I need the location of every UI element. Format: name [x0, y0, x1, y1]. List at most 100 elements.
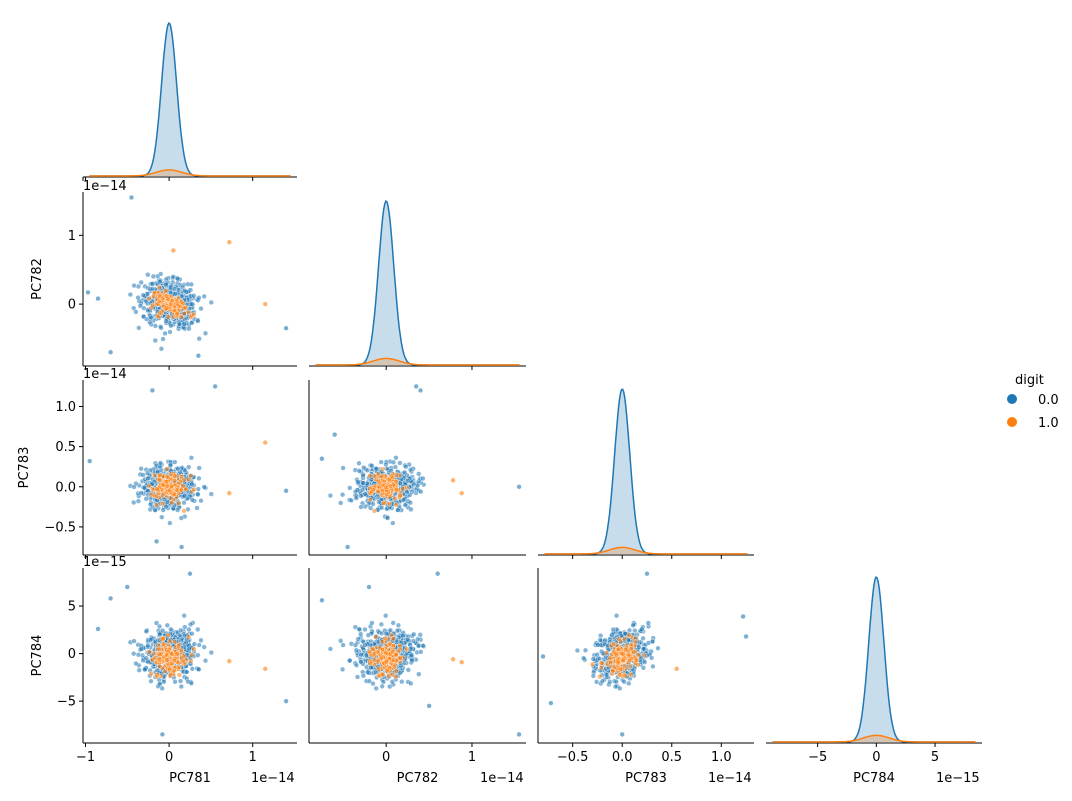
scatter-point-1.0	[641, 652, 647, 659]
scatter-point-1.0	[616, 646, 622, 652]
scatter-point-0.0	[360, 472, 366, 479]
scatter-point-0.0	[131, 283, 137, 289]
scatter-point-0.0	[408, 467, 414, 473]
scatter-point-1.0	[169, 500, 175, 506]
scatter-point-0.0	[172, 679, 178, 685]
scatter-point-0.0	[138, 490, 144, 496]
scatter-point-0.0	[196, 666, 202, 673]
scatter-point-1.0	[603, 650, 609, 656]
scatter-point-1.0	[171, 307, 178, 314]
scatter-point-1.0	[178, 314, 184, 320]
scatter-outlier-0.0	[319, 456, 325, 462]
scatter-point-1.0	[367, 660, 373, 667]
scatter-point-1.0	[150, 293, 157, 299]
scatter-point-1.0	[157, 472, 163, 478]
x-offset-label: 1e−14	[480, 771, 524, 786]
scatter-outlier-0.0	[107, 349, 114, 355]
scatter-point-0.0	[353, 662, 360, 668]
scatter-point-0.0	[136, 667, 142, 673]
scatter-point-1.0	[171, 478, 178, 484]
scatter-point-0.0	[208, 299, 214, 306]
scatter-point-0.0	[369, 463, 375, 469]
scatter-point-1.0	[171, 657, 178, 664]
y-offset-label: 1e−15	[83, 555, 127, 570]
scatter-point-0.0	[378, 621, 385, 628]
scatter-point-0.0	[405, 637, 411, 643]
scatter-outlier-0.0	[154, 538, 160, 545]
scatter-point-0.0	[340, 465, 346, 471]
scatter-point-0.0	[369, 620, 375, 626]
x-tick-label: −0.5	[557, 750, 589, 765]
scatter-outlier-1.0	[459, 659, 465, 665]
scatter-point-1.0	[384, 668, 390, 674]
scatter-point-1.0	[381, 500, 387, 506]
scatter-point-1.0	[389, 474, 396, 481]
scatter-point-0.0	[189, 320, 195, 326]
scatter-point-1.0	[188, 658, 194, 664]
scatter-point-0.0	[145, 307, 151, 314]
scatter-point-0.0	[621, 679, 627, 685]
scatter-point-0.0	[208, 649, 214, 656]
scatter-point-1.0	[375, 478, 381, 484]
legend-marker-1	[1007, 417, 1017, 427]
scatter-outlier-0.0	[345, 544, 351, 550]
x-offset-label: 1e−15	[936, 771, 980, 786]
scatter-outlier-0.0	[644, 571, 650, 577]
scatter-point-1.0	[620, 651, 626, 657]
scatter-point-0.0	[338, 500, 344, 506]
y-tick-label: 1	[68, 229, 76, 244]
scatter-point-0.0	[645, 620, 651, 626]
scatter-point-0.0	[420, 475, 426, 482]
x-tick-label: 0.5	[661, 750, 682, 765]
scatter-point-0.0	[607, 679, 613, 685]
scatter-point-0.0	[417, 632, 423, 638]
scatter-point-0.0	[640, 646, 646, 652]
scatter-point-1.0	[156, 646, 163, 652]
panel-PC781-vs-PC781	[82, 21, 297, 181]
scatter-point-1.0	[616, 636, 622, 642]
scatter-point-0.0	[411, 631, 417, 637]
scatter-point-1.0	[191, 646, 197, 652]
scatter-point-0.0	[597, 637, 603, 643]
scatter-point-1.0	[623, 647, 629, 653]
scatter-point-0.0	[186, 326, 192, 332]
legend-label-1: 1.0	[1038, 416, 1059, 431]
scatter-point-0.0	[186, 464, 192, 470]
scatter-point-0.0	[373, 466, 379, 472]
scatter-point-0.0	[196, 336, 202, 342]
scatter-point-1.0	[151, 472, 158, 478]
scatter-point-0.0	[626, 680, 632, 687]
scatter-point-0.0	[147, 637, 154, 643]
scatter-point-0.0	[143, 496, 149, 502]
scatter-outlier-0.0	[548, 700, 554, 706]
scatter-point-1.0	[191, 487, 197, 493]
scatter-point-0.0	[135, 283, 142, 290]
scatter-outlier-0.0	[540, 653, 546, 660]
x-tick-label: 1.0	[711, 750, 732, 765]
scatter-point-1.0	[404, 484, 410, 491]
scatter-outlier-0.0	[743, 633, 749, 640]
scatter-point-1.0	[393, 502, 399, 508]
scatter-point-1.0	[373, 634, 379, 640]
scatter-point-0.0	[362, 642, 368, 648]
scatter-point-0.0	[189, 301, 195, 307]
scatter-outlier-0.0	[366, 584, 372, 590]
scatter-point-0.0	[384, 515, 391, 521]
scatter-point-1.0	[625, 652, 632, 658]
scatter-point-0.0	[590, 656, 596, 662]
scatter-point-0.0	[147, 502, 154, 508]
scatter-point-1.0	[156, 477, 163, 483]
scatter-point-0.0	[655, 645, 661, 651]
scatter-point-1.0	[167, 666, 173, 672]
scatter-point-0.0	[195, 491, 201, 497]
scatter-point-1.0	[371, 508, 377, 514]
scatter-outlier-0.0	[435, 571, 441, 577]
scatter-point-0.0	[617, 685, 623, 692]
scatter-point-0.0	[387, 683, 393, 690]
scatter-point-1.0	[180, 483, 186, 489]
scatter-point-0.0	[141, 313, 147, 320]
scatter-point-0.0	[340, 492, 346, 498]
scatter-point-0.0	[145, 643, 151, 649]
scatter-point-0.0	[142, 666, 148, 672]
scatter-point-1.0	[397, 492, 403, 499]
